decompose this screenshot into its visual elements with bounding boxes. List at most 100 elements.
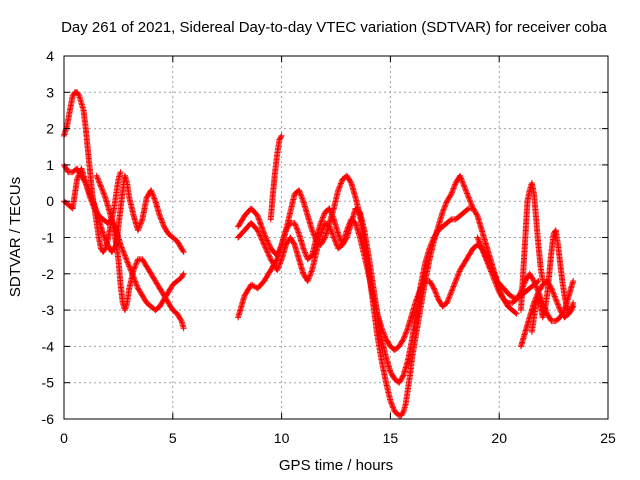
data-point [382,334,389,341]
data-point [414,294,421,301]
data-point [299,195,306,202]
data-point [483,255,490,262]
data-point [552,294,559,301]
data-point [258,236,265,243]
data-point [486,262,493,269]
data-point [122,254,129,261]
data-point [259,237,266,244]
data-point [317,230,324,237]
data-point [118,243,125,250]
data-point [414,293,421,300]
data-point [570,303,577,310]
data-point [258,235,265,242]
data-point [131,264,138,271]
data-point [556,304,563,311]
data-point [427,244,434,251]
data-points [61,89,577,419]
data-point [93,172,100,179]
data-point [344,225,351,232]
data-point [97,183,104,190]
data-point [101,234,108,241]
data-point [449,188,456,195]
data-point [390,406,397,413]
data-point [551,292,558,299]
data-point [467,200,474,207]
data-point [264,249,271,256]
data-point [491,271,498,278]
data-point [479,245,486,252]
data-point [301,249,308,256]
data-point [390,404,397,411]
data-point [177,316,184,323]
data-point [400,336,407,343]
data-point [532,280,539,287]
data-point [293,224,300,231]
data-point [321,211,328,218]
data-point [486,260,493,267]
data-point [476,238,483,245]
data-point [276,260,283,267]
data-point [477,241,484,248]
data-point [556,305,563,312]
data-point [448,190,455,197]
data-point [347,178,354,185]
data-point [485,258,492,265]
data-point [124,258,131,265]
data-point [305,275,312,282]
data-point [336,233,343,240]
data-point [427,242,434,249]
data-point [328,209,335,216]
data-point [132,263,139,270]
data-point [459,178,466,185]
data-point [266,253,273,260]
data-point [151,195,158,202]
data-point [459,179,466,186]
data-point [532,295,539,302]
data-point [399,337,406,344]
data-point [150,192,157,199]
data-point [464,191,471,198]
data-point [249,282,256,289]
data-point [304,278,311,285]
data-point [101,233,108,240]
y-tick-label: 0 [46,193,54,209]
data-point [449,286,456,293]
data-point [262,245,269,252]
data-point [380,329,387,336]
data-point [257,232,264,239]
data-point [447,192,454,199]
data-point [90,202,97,209]
data-point [307,269,314,276]
data-point [117,241,124,248]
data-point [118,244,125,251]
data-point [90,204,97,211]
data-point [120,249,127,256]
data-point [461,185,468,192]
data-point [100,230,107,237]
data-point [138,217,145,224]
data-point [403,329,410,336]
data-point [508,293,515,300]
data-point [136,223,143,230]
data-point [331,235,338,242]
data-point [180,270,187,277]
data-point [277,259,284,266]
data-point [416,289,423,296]
data-point [119,247,126,254]
data-point [452,279,459,286]
data-point [329,230,336,237]
data-point [444,298,451,305]
data-point [487,263,494,270]
data-point [387,399,394,406]
data-point [336,183,343,190]
data-point [274,265,281,272]
data-point [134,283,141,290]
data-point [320,213,327,220]
data-point [261,243,268,250]
x-tick-label: 10 [274,430,290,446]
y-tick-label: 1 [46,157,54,173]
data-point [98,185,105,192]
data-point [180,249,187,256]
data-point [74,176,81,183]
